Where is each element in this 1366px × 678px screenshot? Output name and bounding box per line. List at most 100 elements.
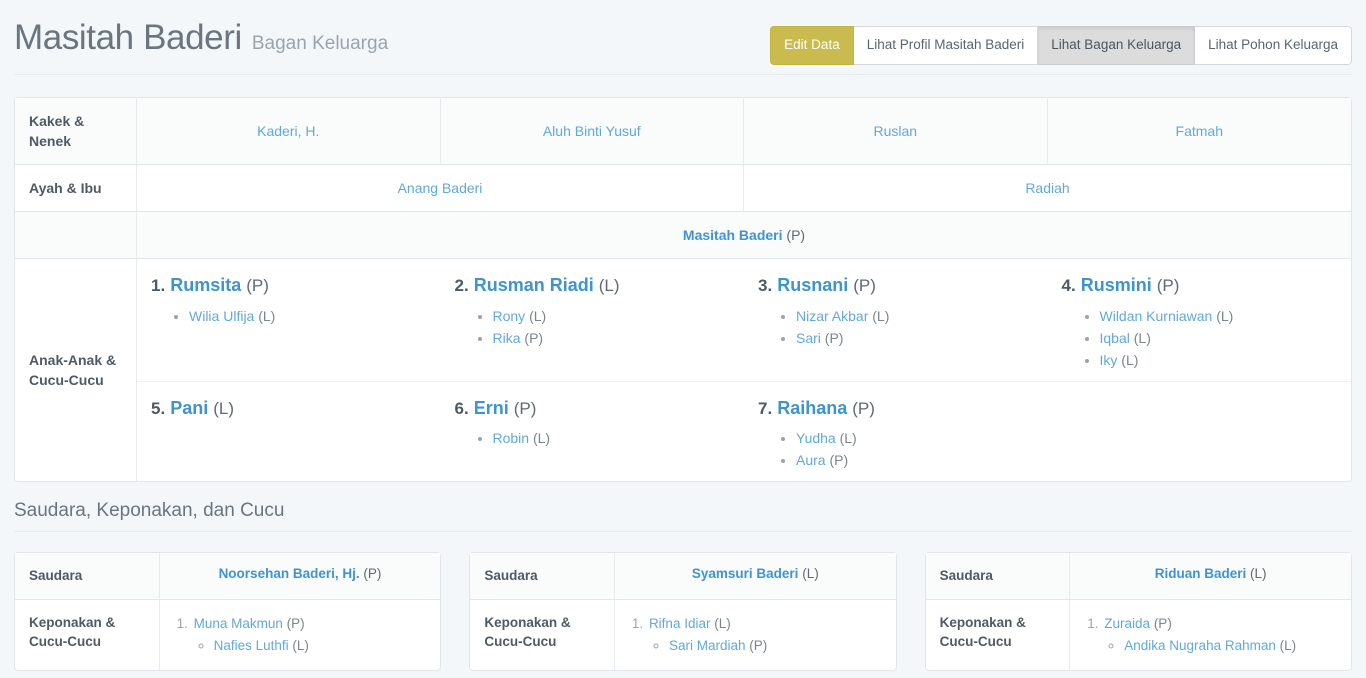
grandchild-gender: (P)	[824, 329, 844, 346]
nephews-list: Muna Makmun (P) Nafies Luthfi (L)	[174, 613, 427, 657]
self-cell: Masitah Baderi (P)	[137, 212, 1351, 260]
grandparents-row: Kakek & Nenek Kaderi, H. Aluh Binti Yusu…	[15, 97, 1351, 166]
list-item: Andika Nugraha Rahman (L)	[1124, 635, 1337, 657]
children-row: Anak-Anak & Cucu-Cucu 1. Rumsita (P)	[15, 259, 1351, 482]
nephew-child-link[interactable]: Andika Nugraha Rahman	[1124, 637, 1276, 653]
list-item: Aura (P)	[796, 449, 1034, 471]
sibling-card: Saudara Noorsehan Baderi, Hj. (P) Kepona…	[14, 552, 442, 671]
child-link[interactable]: Pani	[170, 397, 209, 418]
grandparent-link-4[interactable]: Fatmah	[1175, 122, 1223, 139]
parents-row-label: Ayah & Ibu	[15, 165, 137, 213]
grandchildren-list: Nizar Akbar (L) Sari (P)	[758, 305, 1034, 349]
nephews-row-label: Keponakan & Cucu-Cucu	[15, 599, 160, 670]
nephew-child-link[interactable]: Nafies Luthfi	[213, 637, 289, 653]
mother-link[interactable]: Radiah	[1025, 180, 1070, 197]
nephew-child-gender: (L)	[292, 637, 309, 653]
edit-data-button[interactable]: Edit Data	[770, 26, 854, 65]
children-grid-row-1: 1. Rumsita (P) Wilia Ulfija (L)	[137, 259, 1351, 381]
grandparent-link-2[interactable]: Aluh Binti Yusuf	[542, 122, 641, 139]
grandparent-link-3[interactable]: Ruslan	[873, 122, 918, 139]
nephews-list: Zuraida (P) Andika Nugraha Rahman (L)	[1084, 613, 1337, 657]
nephew-link[interactable]: Rifna Idiar	[648, 615, 711, 631]
nephew-child-link[interactable]: Sari Mardiah	[668, 637, 746, 653]
father-link[interactable]: Anang Baderi	[397, 180, 483, 197]
grandchild-link[interactable]: Iky	[1099, 351, 1118, 368]
grandchild-link[interactable]: Rika	[492, 329, 521, 346]
grandchild-gender: (L)	[529, 307, 547, 324]
children-grid: 1. Rumsita (P) Wilia Ulfija (L)	[137, 259, 1351, 481]
parent-cell-father: Anang Baderi	[137, 165, 744, 213]
child-link[interactable]: Rumsita	[170, 275, 242, 296]
sibling-link[interactable]: Riduan Baderi	[1154, 566, 1247, 582]
grandchild-link[interactable]: Sari	[796, 329, 821, 346]
children-grid-row-2: 5. Pani (L) 6. Erni (P)	[137, 380, 1352, 481]
child-link[interactable]: Rusmini	[1080, 275, 1152, 296]
child-number: 7.	[758, 398, 773, 418]
child-column: 1. Rumsita (P) Wilia Ulfija (L)	[137, 273, 441, 371]
grandchild-link[interactable]: Yudha	[796, 430, 836, 447]
grandchild-gender: (L)	[532, 430, 551, 447]
child-number: 3.	[758, 276, 773, 296]
view-family-tree-button[interactable]: Lihat Pohon Keluarga	[1195, 26, 1352, 65]
child-column: 3. Rusnani (P) Nizar Akbar (L) Sa	[744, 273, 1048, 371]
sibling-gender: (P)	[363, 566, 382, 582]
nephew-link[interactable]: Muna Makmun	[193, 615, 283, 631]
child-heading: 6. Erni (P)	[455, 396, 731, 421]
list-item: Nafies Luthfi (L)	[214, 635, 427, 657]
child-column-empty	[1048, 396, 1352, 471]
parents-row: Ayah & Ibu Anang Baderi Radiah	[15, 165, 1351, 213]
grandchild-link[interactable]: Wildan Kurniawan	[1099, 307, 1213, 324]
sibling-card: Saudara Riduan Baderi (L) Keponakan & Cu…	[924, 552, 1352, 671]
nephew-link[interactable]: Zuraida	[1104, 615, 1151, 631]
grandchild-link[interactable]: Wilia Ulfija	[189, 307, 255, 324]
child-number: 6.	[454, 398, 469, 418]
siblings-card-list: Saudara Noorsehan Baderi, Hj. (P) Kepona…	[14, 552, 1352, 671]
child-heading: 7. Raihana (P)	[758, 396, 1034, 421]
child-link[interactable]: Rusman Riadi	[473, 275, 594, 296]
child-gender: (P)	[513, 398, 537, 418]
grandchild-link[interactable]: Nizar Akbar	[796, 307, 869, 324]
grandchild-link[interactable]: Aura	[796, 452, 826, 469]
table-row: Keponakan & Cucu-Cucu Zuraida (P) Andika…	[926, 599, 1351, 670]
page-title: Masitah Baderi	[14, 18, 242, 57]
child-link[interactable]: Raihana	[777, 397, 848, 418]
grandchild-link[interactable]: Iqbal	[1099, 329, 1130, 346]
grandchild-gender: (P)	[829, 452, 849, 469]
sibling-table: Saudara Syamsuri Baderi (L) Keponakan & …	[469, 552, 897, 671]
list-item: Sari Mardiah (P)	[669, 635, 882, 657]
child-gender: (P)	[1156, 276, 1180, 296]
grandparents-row-label: Kakek & Nenek	[15, 97, 137, 166]
grandparent-link-1[interactable]: Kaderi, H.	[257, 122, 320, 139]
table-row: Saudara Noorsehan Baderi, Hj. (P)	[15, 553, 441, 600]
list-item: Rony (L)	[493, 305, 731, 327]
child-gender: (P)	[853, 276, 876, 296]
sibling-name-cell: Noorsehan Baderi, Hj. (P)	[159, 553, 441, 600]
list-item: Iky (L)	[1100, 349, 1338, 371]
sibling-link[interactable]: Syamsuri Baderi	[691, 566, 799, 582]
self-link[interactable]: Masitah Baderi	[682, 227, 783, 244]
child-column: 4. Rusmini (P) Wildan Kurniawan (L)	[1048, 273, 1352, 371]
self-row-label	[15, 212, 137, 260]
view-mode-button-group: Edit Data Lihat Profil Masitah Baderi Li…	[770, 26, 1352, 65]
view-family-chart-button[interactable]: Lihat Bagan Keluarga	[1038, 26, 1196, 65]
grandparent-cell-1: Kaderi, H.	[137, 97, 441, 166]
parent-cell-mother: Radiah	[744, 165, 1351, 213]
sibling-link[interactable]: Noorsehan Baderi, Hj.	[218, 566, 360, 582]
list-item: Sari (P)	[796, 327, 1034, 349]
child-heading: 1. Rumsita (P)	[151, 273, 427, 298]
grandchild-link[interactable]: Rony	[492, 307, 526, 324]
list-item: Wilia Ulfija (L)	[189, 305, 427, 327]
sibling-row-label: Saudara	[925, 553, 1071, 600]
grandchild-link[interactable]: Robin	[492, 430, 530, 447]
list-item: Muna Makmun (P) Nafies Luthfi (L)	[192, 613, 427, 657]
page-title-wrap: Masitah Baderi Bagan Keluarga	[14, 18, 388, 58]
grandchildren-list: Wildan Kurniawan (L) Iqbal (L) Iky (L)	[1062, 305, 1338, 371]
child-link[interactable]: Rusnani	[777, 275, 849, 296]
child-link[interactable]: Erni	[473, 397, 509, 418]
view-profile-button[interactable]: Lihat Profil Masitah Baderi	[853, 26, 1039, 65]
grandchild-gender: (L)	[1216, 307, 1234, 324]
sibling-row-label: Saudara	[15, 553, 160, 600]
child-gender: (P)	[246, 276, 269, 296]
nephews-cell: Rifna Idiar (L) Sari Mardiah (P)	[615, 600, 896, 670]
